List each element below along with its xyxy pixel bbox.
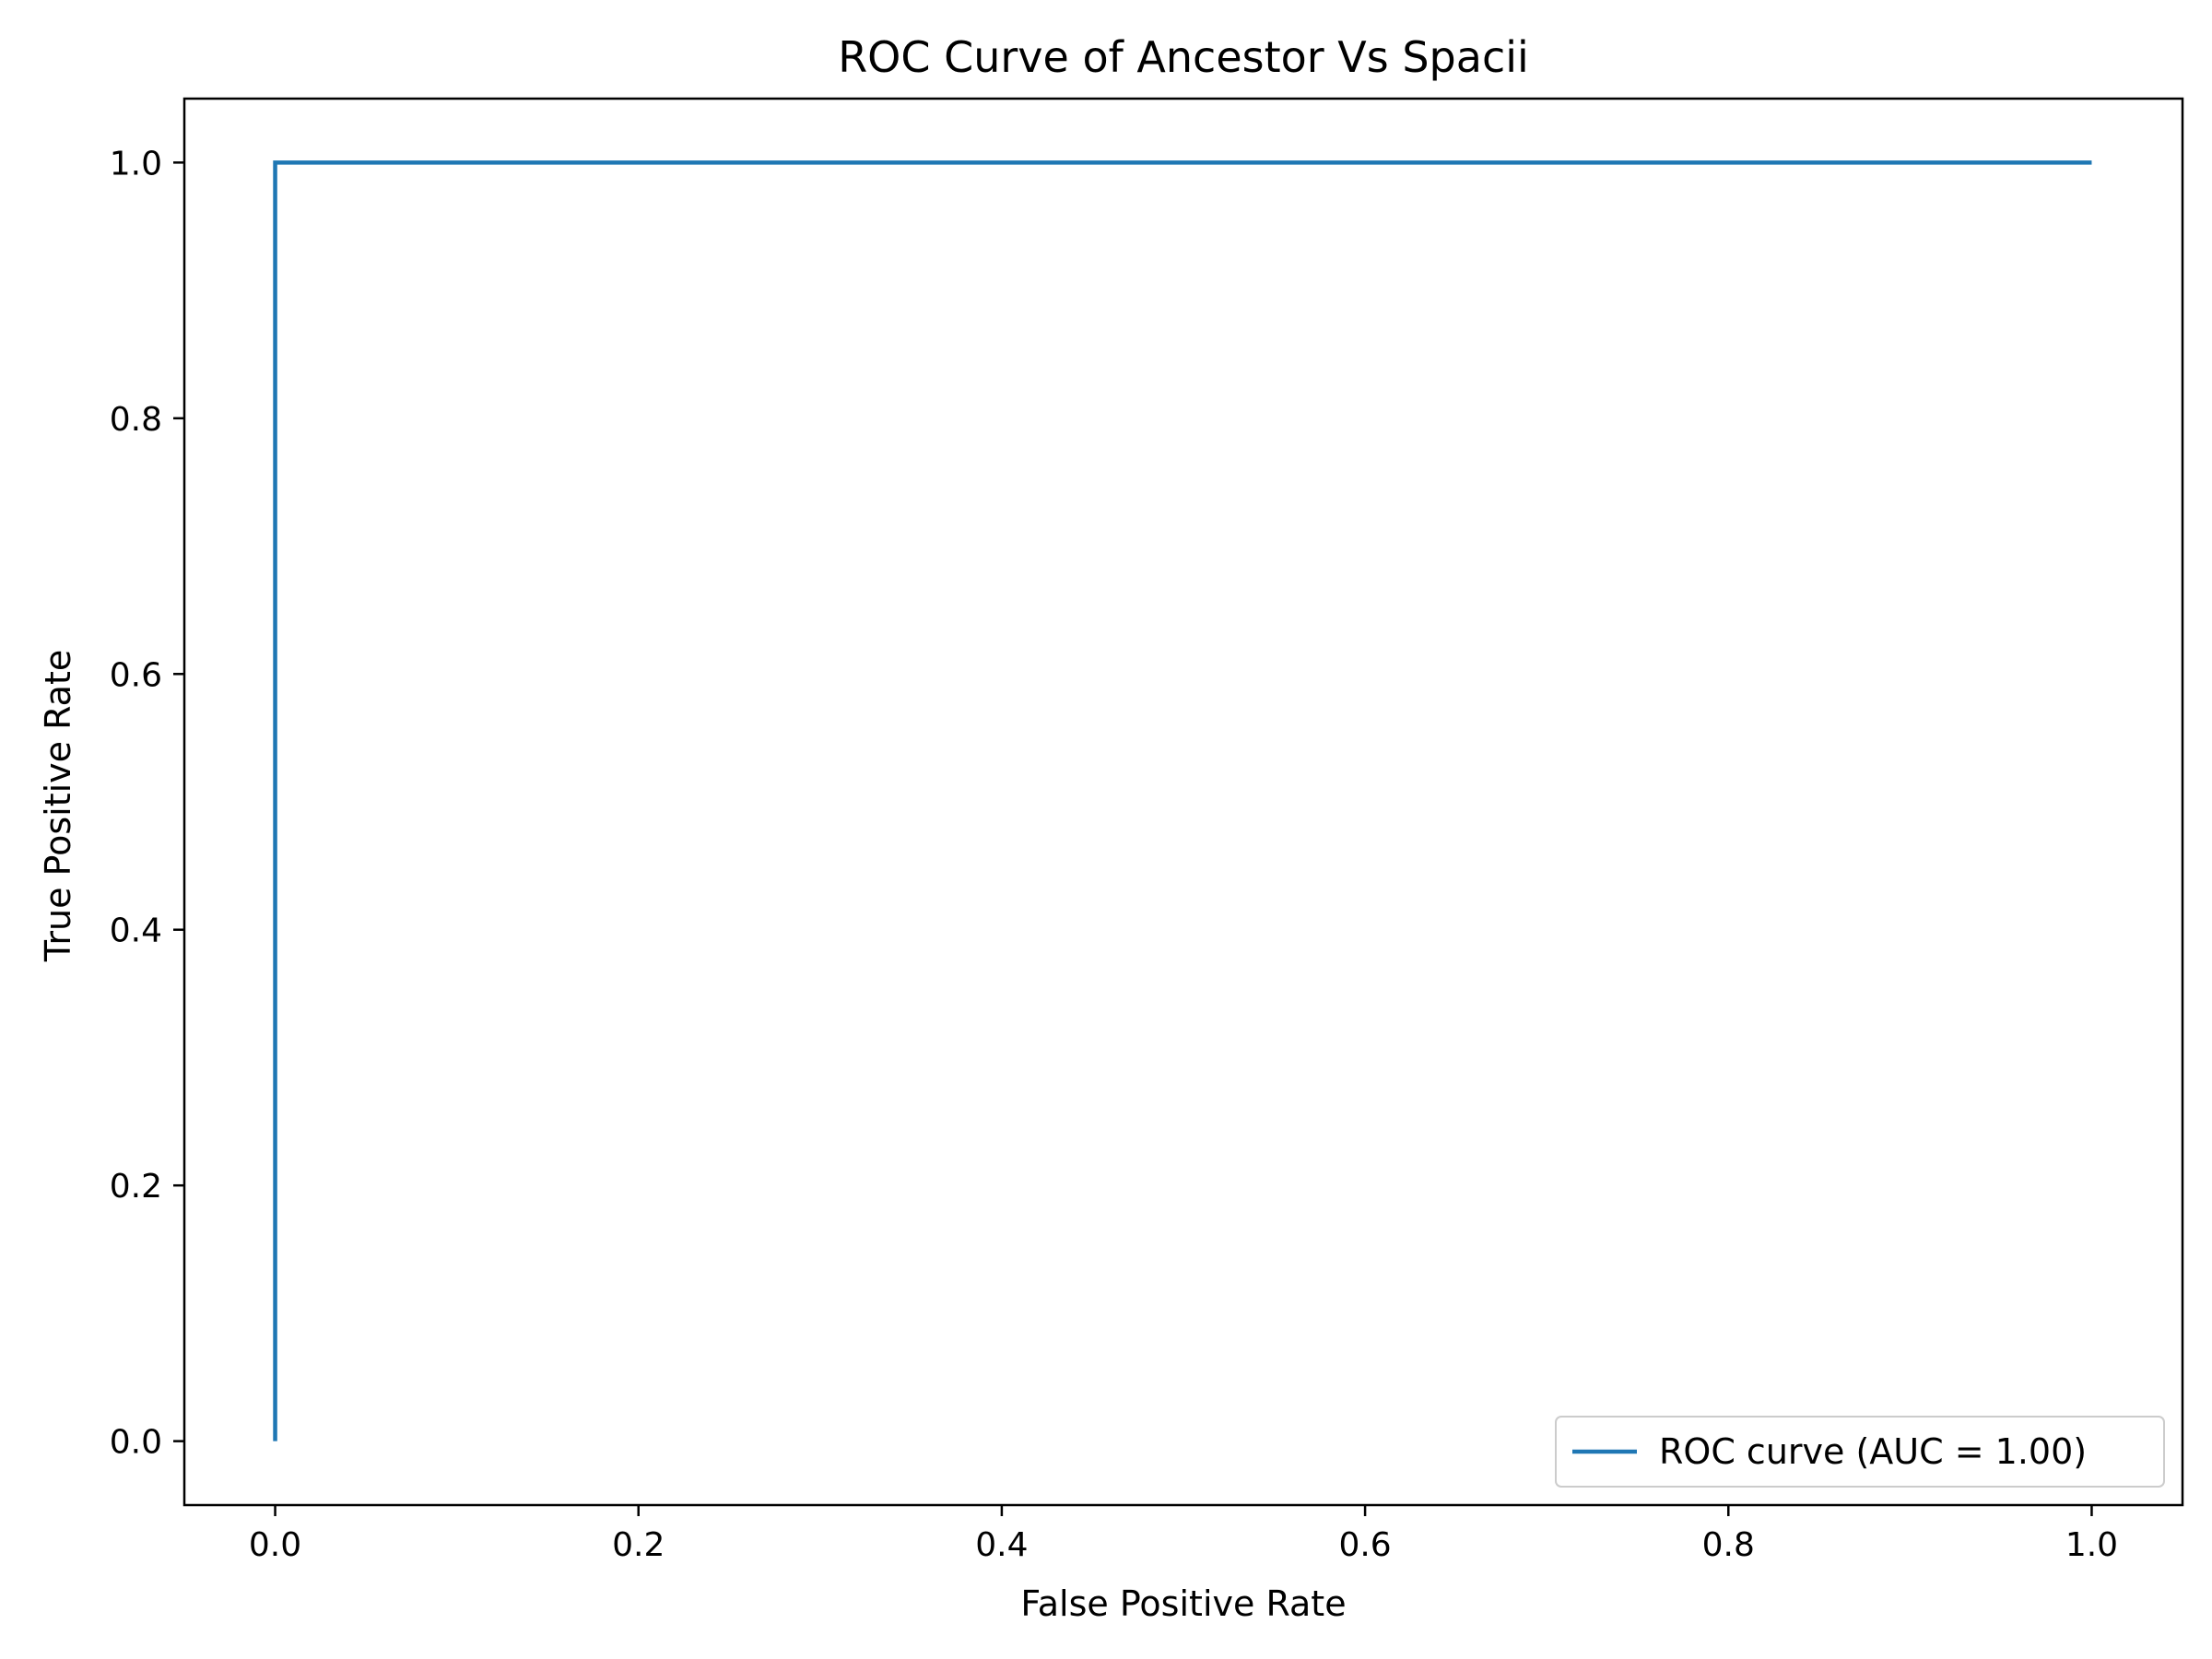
y-tick-label: 1.0 (110, 145, 162, 182)
legend-label: ROC curve (AUC = 1.00) (1659, 1431, 2087, 1472)
y-tick-label: 0.2 (110, 1168, 162, 1206)
chart-title: ROC Curve of Ancestor Vs Spacii (838, 32, 1529, 82)
y-tick-label: 0.4 (110, 912, 162, 950)
x-tick-label: 0.2 (612, 1526, 665, 1564)
x-axis-label: False Positive Rate (1020, 1583, 1346, 1624)
x-tick-label: 1.0 (2065, 1526, 2118, 1564)
x-tick-label: 0.0 (249, 1526, 301, 1564)
y-axis-label: True Positive Rate (38, 650, 78, 963)
y-tick-label: 0.8 (110, 401, 162, 439)
axes-frame (182, 97, 2184, 1507)
x-tick-label: 0.4 (975, 1526, 1028, 1564)
x-tick-label: 0.8 (1702, 1526, 1755, 1564)
legend-box (1555, 1416, 2165, 1488)
plot-area: 0.0 0.2 0.4 0.6 0.8 1.0 0.0 0.2 0.4 0.6 0.8 1.0 ROC … (110, 97, 2184, 1564)
y-tick-label: 0.0 (110, 1424, 162, 1462)
roc-curve-line (273, 160, 2092, 1441)
x-tick-label: 0.6 (1338, 1526, 1391, 1564)
y-tick-label: 0.6 (110, 656, 162, 694)
